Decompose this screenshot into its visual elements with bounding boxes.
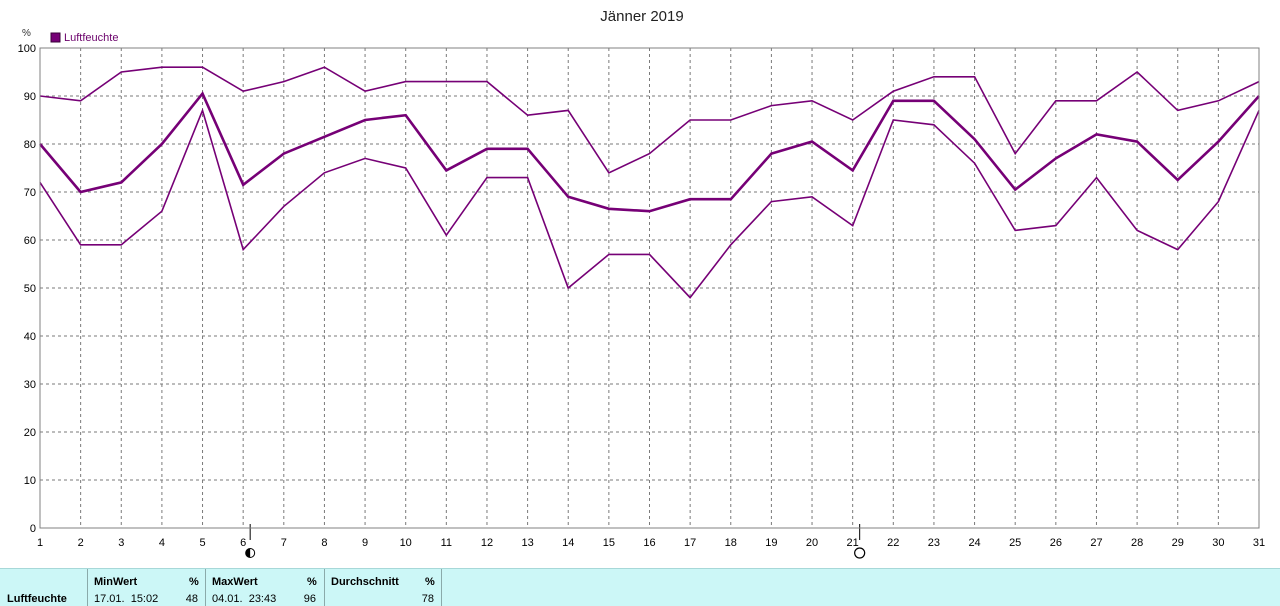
- legend-label: Luftfeuchte: [64, 32, 118, 44]
- max-unit: %: [307, 576, 317, 588]
- x-tick-label: 26: [1050, 537, 1062, 549]
- x-tick-label: 18: [725, 537, 737, 549]
- x-tick-label: 17: [684, 537, 696, 549]
- x-tick-label: 16: [643, 537, 655, 549]
- x-tick-label: 31: [1253, 537, 1265, 549]
- summary-separator: [441, 569, 442, 606]
- x-tick-label: 29: [1172, 537, 1184, 549]
- x-tick-label: 23: [928, 537, 940, 549]
- x-tick-label: 19: [765, 537, 777, 549]
- min-when: 17.01. 15:02: [94, 593, 159, 605]
- min-value: 48: [185, 593, 198, 605]
- min-header: MinWert: [94, 576, 138, 588]
- x-tick-label: 7: [281, 537, 287, 549]
- humidity-chart: Jänner 2019 % Luftfeuchte 0 10 20 30 40 50 60 7…: [18, 8, 1265, 559]
- x-tick-label: 27: [1090, 537, 1102, 549]
- y-tick-label: 40: [24, 331, 36, 343]
- y-tick-label: 10: [24, 475, 36, 487]
- y-tick-label: 60: [24, 235, 36, 247]
- y-tick-label: 50: [24, 283, 36, 295]
- y-axis-unit: %: [22, 28, 31, 39]
- avg-value: 78: [421, 593, 434, 605]
- full-moon-icon: [854, 547, 866, 559]
- x-tick-label: 25: [1009, 537, 1021, 549]
- x-tick-label: 8: [321, 537, 327, 549]
- chart-title: Jänner 2019: [600, 8, 683, 25]
- summary-separator: [205, 569, 206, 606]
- x-tick-label: 21: [847, 537, 859, 549]
- y-tick-label: 70: [24, 187, 36, 199]
- x-tick-label: 2: [78, 537, 84, 549]
- series-line-1: [39, 66, 1260, 174]
- x-tick-label: 20: [806, 537, 818, 549]
- legend-swatch: [50, 32, 61, 43]
- max-value: 96: [303, 593, 316, 605]
- x-tick-label: 6: [240, 537, 246, 549]
- x-tick-label: 9: [362, 537, 368, 549]
- x-tick-label: 24: [968, 537, 980, 549]
- plot-frame: [39, 47, 1260, 529]
- y-tick-label: 0: [30, 523, 36, 535]
- summary-separator: [324, 569, 325, 606]
- summary-panel: Luftfeuchte MinWert % 17.01. 15:02 48 Ma…: [0, 568, 1280, 606]
- x-tick-label: 15: [603, 537, 615, 549]
- half-moon-icon: [245, 548, 256, 558]
- x-tick-label: 10: [400, 537, 412, 549]
- min-unit: %: [189, 576, 199, 588]
- series-line-3: [39, 107, 1260, 299]
- summary-separator: [87, 569, 88, 606]
- series-line-2: [39, 91, 1260, 213]
- y-tick-label: 30: [24, 379, 36, 391]
- x-tick-label: 22: [887, 537, 899, 549]
- x-tick-label: 12: [481, 537, 493, 549]
- x-tick-label: 14: [562, 537, 574, 549]
- avg-header: Durchschnitt: [331, 576, 399, 588]
- grid: [40, 48, 1259, 528]
- x-tick-label: 1: [37, 537, 43, 549]
- max-when: 04.01. 23:43: [212, 593, 277, 605]
- x-tick-label: 5: [199, 537, 205, 549]
- series-lines: [39, 66, 1260, 299]
- y-tick-label: 100: [18, 43, 36, 55]
- x-tick-label: 4: [159, 537, 165, 549]
- moon-phase-markers: [245, 524, 866, 559]
- y-tick-label: 20: [24, 427, 36, 439]
- summary-row-label: Luftfeuchte: [7, 593, 67, 605]
- x-tick-label: 11: [441, 537, 452, 549]
- x-tick-label: 13: [521, 537, 533, 549]
- x-tick-label: 3: [118, 537, 124, 549]
- avg-unit: %: [425, 576, 435, 588]
- y-tick-label: 90: [24, 91, 36, 103]
- max-header: MaxWert: [212, 576, 258, 588]
- x-tick-label: 28: [1131, 537, 1143, 549]
- x-tick-label: 30: [1212, 537, 1224, 549]
- y-tick-label: 80: [24, 139, 36, 151]
